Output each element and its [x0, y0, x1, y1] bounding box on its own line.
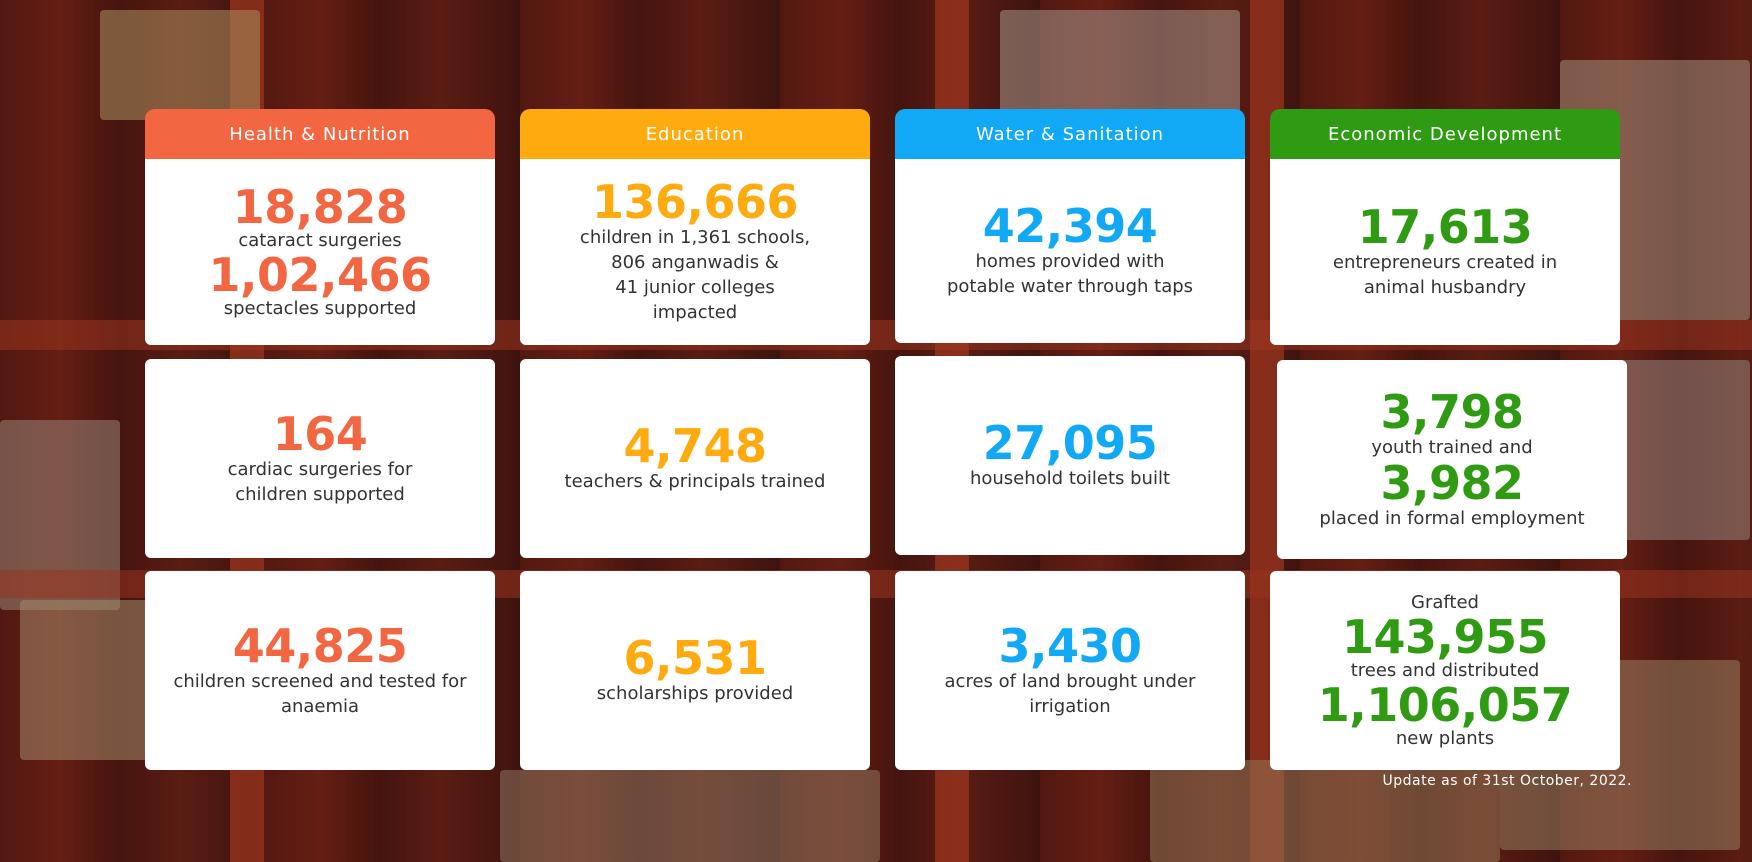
stat-label: youth trained and — [1371, 436, 1533, 458]
stat-card-water-1: 42,394 homes provided with potable water… — [895, 159, 1245, 343]
header-education: Education — [520, 109, 870, 159]
stat-number: 42,394 — [982, 199, 1158, 253]
stat-card-economic-2: 3,798 youth trained and 3,982 placed in … — [1277, 360, 1627, 559]
stat-number: 136,666 — [591, 175, 799, 229]
stat-number: 1,106,057 — [1317, 677, 1573, 732]
stat-card-water-3: 3,430 acres of land brought under irriga… — [895, 571, 1245, 770]
book — [1150, 760, 1500, 862]
stat-card-economic-1: 17,613 entrepreneurs created in animal h… — [1270, 159, 1620, 345]
stat-label: homes provided with potable water throug… — [946, 251, 1194, 297]
stat-label: placed in formal employment — [1319, 507, 1585, 529]
stat-label: spectacles supported — [223, 298, 417, 319]
book — [500, 770, 880, 862]
book — [1000, 10, 1240, 120]
stat-card-health-2: 164 cardiac surgeries for children suppo… — [145, 359, 495, 558]
stat-card-education-2: 4,748 teachers & principals trained — [520, 359, 870, 558]
stat-label: trees and distributed — [1350, 659, 1540, 681]
header-economic-development: Economic Development — [1270, 109, 1620, 159]
stat-label: entrepreneurs created in animal husbandr… — [1332, 252, 1558, 298]
stat-number: 143,955 — [1341, 609, 1549, 664]
book — [100, 10, 260, 120]
stat-label: cataract surgeries — [238, 230, 402, 251]
stat-label: new plants — [1395, 727, 1495, 749]
stat-card-health-1: 18,828 cataract surgeries 1,02,466 spect… — [145, 159, 495, 345]
stat-card-economic-3: Grafted 143,955 trees and distributed 1,… — [1270, 571, 1620, 770]
header-water-sanitation: Water & Sanitation — [895, 109, 1245, 159]
stat-label: household toilets built — [969, 468, 1171, 489]
stat-card-education-1: 136,666 children in 1,361 schools, 806 a… — [520, 159, 870, 345]
stat-number: 1,02,466 — [208, 248, 433, 302]
stat-card-health-3: 44,825 children screened and tested for … — [145, 571, 495, 770]
update-footnote: Update as of 31st October, 2022. — [1382, 773, 1632, 789]
stat-number: 3,430 — [998, 618, 1142, 673]
stat-label: teachers & principals trained — [564, 471, 826, 492]
stat-label: acres of land brought under irrigation — [944, 670, 1196, 717]
stat-number: 164 — [272, 406, 368, 461]
stat-card-water-2: 27,095 household toilets built — [895, 356, 1245, 555]
stat-label: children screened and tested for anaemia — [173, 670, 467, 717]
stat-number: 18,828 — [232, 180, 408, 234]
stat-label: Grafted — [1411, 591, 1479, 613]
stat-number: 3,982 — [1380, 455, 1524, 510]
header-health-nutrition: Health & Nutrition — [145, 109, 495, 159]
stat-label: children in 1,361 schools, 806 anganwadi… — [579, 227, 811, 323]
stat-number: 3,798 — [1380, 384, 1524, 439]
stat-card-education-3: 6,531 scholarships provided — [520, 571, 870, 770]
stat-number: 44,825 — [232, 618, 408, 673]
stat-number: 17,613 — [1357, 200, 1533, 254]
stat-number: 6,531 — [623, 631, 767, 685]
stat-number: 27,095 — [982, 416, 1158, 470]
stat-label: cardiac surgeries for children supported — [227, 458, 413, 505]
stat-label: scholarships provided — [596, 683, 794, 704]
stat-number: 4,748 — [623, 419, 767, 473]
